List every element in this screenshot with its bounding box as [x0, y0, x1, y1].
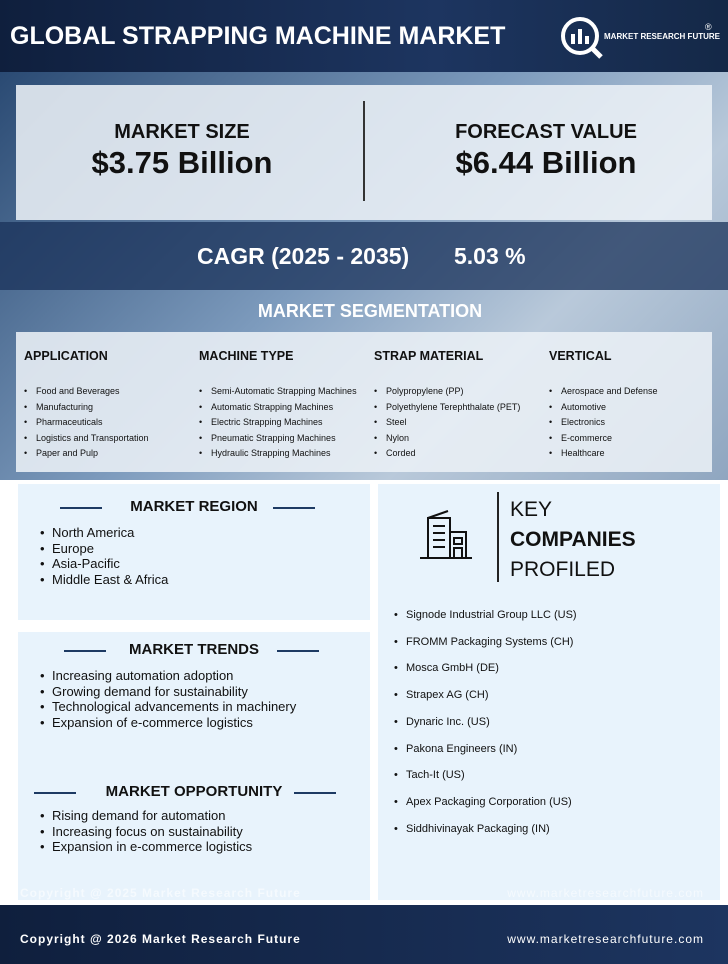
companies-title: COMPANIES: [510, 528, 636, 551]
divider: [497, 492, 499, 582]
list-item: Growing demand for sustainability: [40, 684, 296, 700]
list-item: Increasing focus on sustainability: [40, 824, 252, 840]
company: Apex Packaging Corporation (US): [394, 789, 577, 816]
list-item: North America: [40, 525, 168, 541]
section-title: MARKET TRENDS: [129, 641, 259, 658]
trends-box: MARKET TRENDS Increasing automation adopt…: [18, 632, 370, 900]
list-item: Increasing automation adoption: [40, 668, 296, 684]
column-title: STRAP MATERIAL: [374, 349, 484, 363]
list-item: Nylon: [374, 431, 520, 447]
list-item: Healthcare: [549, 446, 658, 462]
company: FROMM Packaging Systems (CH): [394, 629, 577, 656]
column-title: MACHINE TYPE: [199, 349, 294, 363]
list-item: Electronics: [549, 415, 658, 431]
list-item: Aerospace and Defense: [549, 384, 658, 400]
list-item: Europe: [40, 541, 168, 557]
list-item: Corded: [374, 446, 520, 462]
item-list: Polypropylene (PP)Polyethylene Terephtha…: [374, 384, 520, 462]
logo-text: MARKET RESEARCH FUTURE: [604, 32, 720, 41]
company: Siddhivinayak Packaging (IN): [394, 816, 577, 843]
forecast-label: FORECAST VALUE: [455, 121, 637, 143]
section-title: MARKET REGION: [130, 498, 258, 515]
column-title: APPLICATION: [24, 349, 108, 363]
list-item: Pharmaceuticals: [24, 415, 149, 431]
company: Dynaric Inc. (US): [394, 709, 577, 736]
list-item: Pneumatic Strapping Machines: [199, 431, 357, 447]
segmentation-panel: APPLICATION Food and BeveragesManufacturi…: [16, 332, 712, 472]
rule: [64, 650, 106, 652]
list-item: Polypropylene (PP): [374, 384, 520, 400]
watermark: Copyright @ 2025 Market Research Future: [20, 886, 301, 900]
item-list: Aerospace and DefenseAutomotiveElectroni…: [549, 384, 658, 462]
list-item: Hydraulic Strapping Machines: [199, 446, 357, 462]
list-item: Polyethylene Terephthalate (PET): [374, 400, 520, 416]
logo-icon: [561, 17, 603, 59]
rule: [34, 792, 76, 794]
list-item: Electric Strapping Machines: [199, 415, 357, 431]
list-item: Technological advancements in machinery: [40, 699, 296, 715]
item-list: Increasing automation adoptionGrowing de…: [40, 668, 296, 730]
list-item: Manufacturing: [24, 400, 149, 416]
list-item: Logistics and Transportation: [24, 431, 149, 447]
item-list: North AmericaEuropeAsia-PacificMiddle Ea…: [40, 525, 168, 587]
cagr-label: CAGR (2025 - 2035): [197, 243, 410, 269]
list-item: Middle East & Africa: [40, 572, 168, 588]
footer: Copyright @ 2026 Market Research Future …: [0, 905, 728, 964]
list-item: Expansion of e-commerce logistics: [40, 715, 296, 731]
list-item: Steel: [374, 415, 520, 431]
logo-mark: ®: [705, 22, 712, 32]
companies-title: KEY: [510, 498, 553, 521]
company: Strapex AG (CH): [394, 682, 577, 709]
column-title: VERTICAL: [549, 349, 612, 363]
divider: [363, 101, 365, 201]
market-size-value: $3.75 Billion: [91, 145, 273, 180]
segmentation-title: MARKET SEGMENTATION: [257, 301, 483, 321]
watermark: www.marketresearchfuture.com: [507, 886, 704, 900]
footer-website: www.marketresearchfuture.com: [507, 932, 704, 946]
list-item: Expansion in e-commerce logistics: [40, 839, 252, 855]
title: GLOBAL STRAPPING MACHINE MARKET: [10, 22, 506, 50]
company: Pakona Engineers (IN): [394, 736, 577, 763]
rule: [60, 507, 102, 509]
forecast-value: $6.44 Billion: [455, 145, 637, 180]
company: Tach-It (US): [394, 762, 577, 789]
market-size-label: MARKET SIZE: [114, 121, 250, 143]
list-item: Food and Beverages: [24, 384, 149, 400]
rule: [294, 792, 336, 794]
list-item: Asia-Pacific: [40, 556, 168, 572]
section-title: MARKET OPPORTUNITY: [105, 783, 283, 800]
header: GLOBAL STRAPPING MACHINE MARKET MARKET R…: [0, 0, 728, 72]
list-item: Rising demand for automation: [40, 808, 252, 824]
list-item: Automatic Strapping Machines: [199, 400, 357, 416]
item-list: Rising demand for automationIncreasing f…: [40, 808, 252, 855]
list-item: Paper and Pulp: [24, 446, 149, 462]
footer-copyright: Copyright @ 2026 Market Research Future: [20, 932, 301, 946]
companies-title: PROFILED: [510, 558, 616, 581]
region-box: MARKET REGION North AmericaEuropeAsia-Pac…: [18, 484, 370, 620]
company: Signode Industrial Group LLC (US): [394, 602, 577, 629]
company: Mosca GmbH (DE): [394, 655, 577, 682]
cagr-band: CAGR (2025 - 2035) 5.03 %: [0, 222, 728, 290]
list-item: Semi-Automatic Strapping Machines: [199, 384, 357, 400]
rule: [273, 507, 315, 509]
company-list: Signode Industrial Group LLC (US)FROMM P…: [394, 602, 577, 842]
building-icon: [420, 510, 472, 559]
summary-panel: MARKET SIZE $3.75 Billion FORECAST VALUE…: [16, 85, 712, 220]
rule: [277, 650, 319, 652]
companies-box: KEY COMPANIES PROFILED Signode Industrial G…: [378, 484, 720, 900]
item-list: Semi-Automatic Strapping MachinesAutomat…: [199, 384, 357, 462]
list-item: Automotive: [549, 400, 658, 416]
item-list: Food and BeveragesManufacturingPharmaceu…: [24, 384, 149, 462]
cagr-value: 5.03 %: [454, 243, 526, 269]
list-item: E-commerce: [549, 431, 658, 447]
